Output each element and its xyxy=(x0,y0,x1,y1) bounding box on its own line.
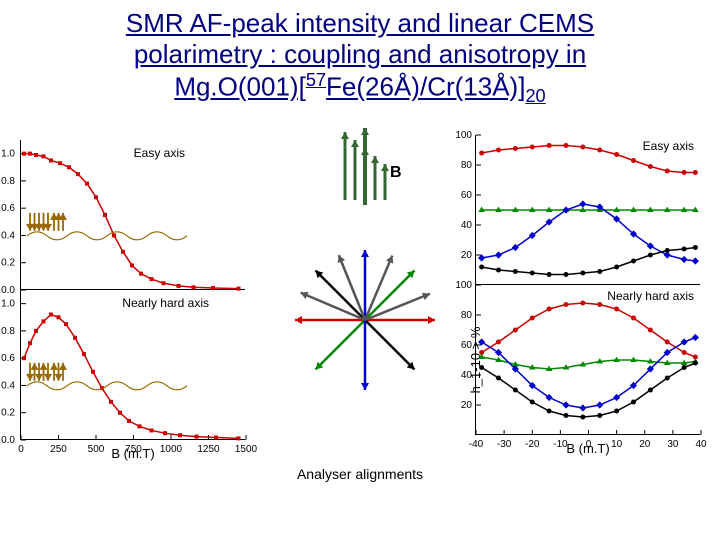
B-label: B xyxy=(390,164,402,182)
svg-text:0.4: 0.4 xyxy=(1,380,15,391)
title-sub: 20 xyxy=(525,86,545,106)
right-xlabel: B (m.T) xyxy=(476,441,700,456)
title-line2: polarimetry : coupling and anisotropy in xyxy=(134,39,586,69)
left-top-plot: 0.00.20.40.60.81.0 xyxy=(21,140,245,289)
left-charts: Easy axis 0.00.20.40.60.81.0 Nearly hard… xyxy=(20,140,245,470)
svg-text:60: 60 xyxy=(461,340,473,351)
svg-text:60: 60 xyxy=(461,190,473,201)
title-line3-mid: Fe(26Å)/Cr(13Å)] xyxy=(326,72,525,102)
svg-text:0.0: 0.0 xyxy=(1,285,15,296)
middle-svg xyxy=(265,120,455,450)
svg-text:0.2: 0.2 xyxy=(1,258,15,269)
svg-text:80: 80 xyxy=(461,160,473,171)
title-line3-pre: Mg.O(001)[ xyxy=(174,72,306,102)
analyser-caption: Analyser alignments xyxy=(265,466,455,482)
svg-text:0.6: 0.6 xyxy=(1,203,15,214)
left-chart-top: Easy axis 0.00.20.40.60.81.0 xyxy=(20,140,245,290)
right-charts: Easy axis 20406080100 Nearly hard axis h… xyxy=(475,135,700,470)
svg-text:40: 40 xyxy=(461,220,473,231)
left-chart-bottom: Nearly hard axis 0.00.20.40.60.81.002505… xyxy=(20,290,245,440)
svg-text:80: 80 xyxy=(461,310,473,321)
right-bottom-plot: 20406080100-40-30-20-10010203040 xyxy=(476,285,700,434)
left-bottom-plot: 0.00.20.40.60.81.00250500750100012501500 xyxy=(21,290,245,439)
middle-diagram: B Analyser alignments xyxy=(265,120,455,480)
svg-text:0.4: 0.4 xyxy=(1,230,15,241)
svg-text:20: 20 xyxy=(461,400,473,411)
title-line1: SMR AF-peak intensity and linear CEMS xyxy=(126,8,594,38)
svg-text:100: 100 xyxy=(455,130,472,141)
title-sup: 57 xyxy=(306,70,326,90)
svg-text:100: 100 xyxy=(455,280,472,291)
right-chart-bottom: Nearly hard axis h_1-10 > % 20406080100-… xyxy=(475,285,700,435)
svg-text:0.6: 0.6 xyxy=(1,353,15,364)
svg-text:40: 40 xyxy=(461,370,473,381)
svg-text:0.0: 0.0 xyxy=(1,435,15,446)
right-top-plot: 20406080100 xyxy=(476,135,700,284)
svg-text:20: 20 xyxy=(461,250,473,261)
right-chart-top: Easy axis 20406080100 xyxy=(475,135,700,285)
svg-text:0.2: 0.2 xyxy=(1,408,15,419)
left-xlabel: B (m.T) xyxy=(21,446,245,461)
slide-title: SMR AF-peak intensity and linear CEMS po… xyxy=(0,8,720,108)
svg-text:0.8: 0.8 xyxy=(1,326,15,337)
panel-area: Easy axis 0.00.20.40.60.81.0 Nearly hard… xyxy=(0,120,720,520)
svg-text:0.8: 0.8 xyxy=(1,176,15,187)
svg-text:1.0: 1.0 xyxy=(1,149,15,160)
svg-text:1.0: 1.0 xyxy=(1,299,15,310)
